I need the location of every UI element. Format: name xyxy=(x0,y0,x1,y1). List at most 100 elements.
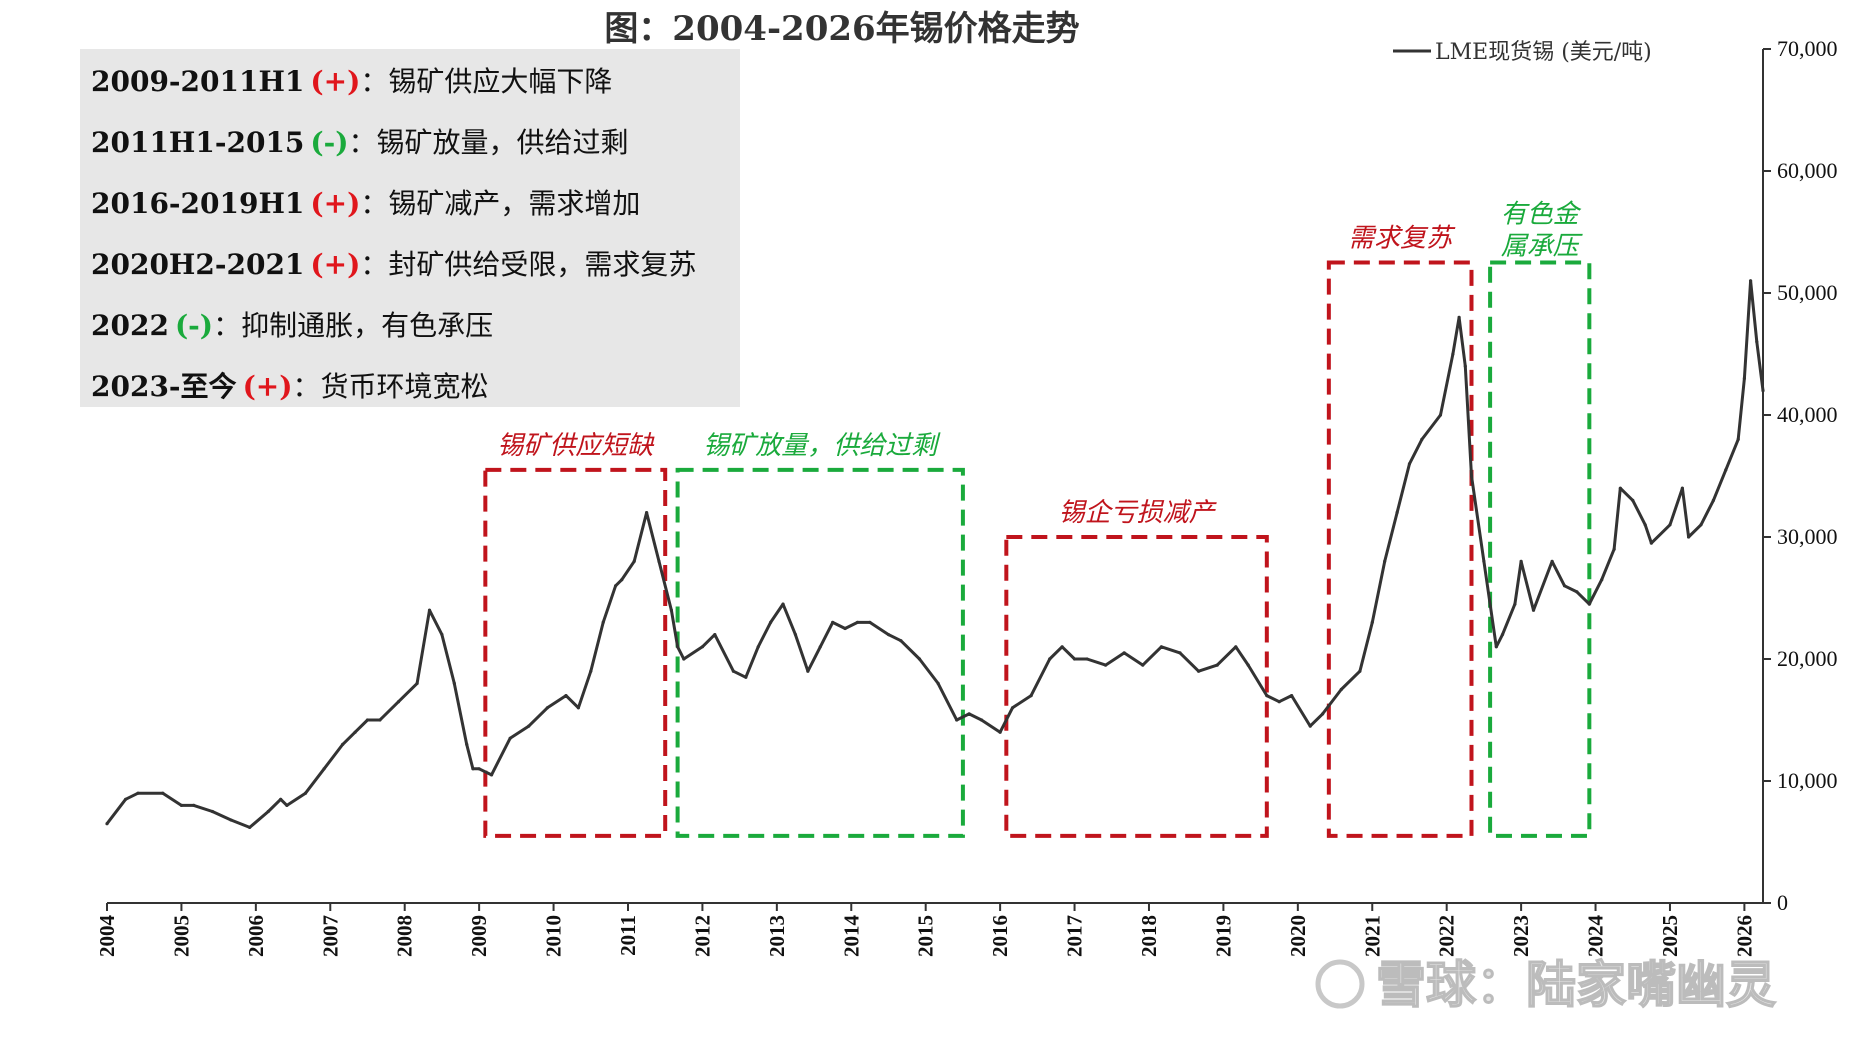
note-desc: ：锡矿减产，需求增加 xyxy=(360,187,640,220)
price-point xyxy=(1562,584,1567,588)
price-point xyxy=(1178,651,1182,655)
price-point xyxy=(657,559,661,564)
notes-background xyxy=(80,49,740,407)
annotation-box xyxy=(483,467,668,838)
price-point xyxy=(415,681,419,686)
price-point xyxy=(1358,669,1362,673)
price-point xyxy=(955,718,959,722)
price-point xyxy=(1550,559,1554,564)
x-tick-label: 2023 xyxy=(1509,915,1533,957)
price-point xyxy=(1420,437,1424,441)
price-point xyxy=(1736,437,1740,441)
price-point xyxy=(396,700,401,704)
price-point xyxy=(1196,669,1201,673)
price-point xyxy=(1643,523,1647,527)
price-point xyxy=(1748,279,1753,283)
annotation-box-label: 需求复苏 xyxy=(1348,224,1456,254)
chart-title: 图：2004-2026年锡价格走势 xyxy=(604,9,1079,49)
y-tick-label: 70,000 xyxy=(1777,36,1838,61)
price-point xyxy=(669,608,674,612)
price-point xyxy=(1724,468,1728,472)
price-point xyxy=(279,797,283,801)
x-tick-label: 2008 xyxy=(393,915,417,957)
x-tick-label: 2025 xyxy=(1658,915,1682,957)
note-sign: (+) xyxy=(243,370,293,403)
price-point xyxy=(179,803,184,808)
x-tick-label: 2016 xyxy=(988,915,1012,957)
price-point xyxy=(1463,364,1467,368)
price-point xyxy=(781,602,785,606)
price-point xyxy=(576,706,580,710)
y-tick-label: 50,000 xyxy=(1777,280,1838,305)
note-sign: (+) xyxy=(310,65,360,98)
note-period: 2022 xyxy=(91,309,169,342)
note-sign: (-) xyxy=(175,309,213,342)
annotation-box-label: 有色金 xyxy=(1501,200,1582,230)
price-point xyxy=(843,626,847,631)
price-point xyxy=(1587,602,1591,606)
price-point xyxy=(471,767,475,771)
annotation-box-label: 锡矿放量，供给过剩 xyxy=(703,431,941,461)
x-tick-label: 2004 xyxy=(95,915,119,958)
price-point xyxy=(192,803,196,808)
note-desc: ：抑制通胀，有色承压 xyxy=(213,309,493,342)
price-point xyxy=(248,825,252,829)
note-period: 2016-2019H1 xyxy=(91,187,304,220)
x-tick-label: 2010 xyxy=(542,915,566,957)
x-tick-label: 2020 xyxy=(1286,915,1310,957)
price-point xyxy=(886,633,891,637)
x-tick-label: 2011 xyxy=(616,915,640,956)
price-point xyxy=(632,559,636,564)
series-layer xyxy=(105,279,1765,829)
price-point xyxy=(1494,645,1498,649)
price-point xyxy=(1451,352,1455,356)
price-point xyxy=(868,620,872,625)
x-tick-label: 2007 xyxy=(318,915,342,957)
annotation-box-label: 锡企亏损减产 xyxy=(1059,498,1218,528)
price-point xyxy=(1029,694,1033,698)
price-point xyxy=(353,730,357,734)
price-point xyxy=(1215,663,1219,667)
price-point xyxy=(477,767,481,771)
annotation-box-label: 属承压 xyxy=(1501,232,1584,262)
price-point xyxy=(756,645,760,649)
price-point xyxy=(1612,547,1616,551)
annotation-box-label: 锡矿供应短缺 xyxy=(497,431,655,461)
price-point xyxy=(266,809,270,814)
price-point xyxy=(682,657,686,661)
price-point xyxy=(731,669,736,673)
price-point xyxy=(1711,498,1715,502)
price-point xyxy=(1048,657,1052,661)
price-point xyxy=(917,657,922,661)
price-point xyxy=(1513,602,1517,606)
price-point xyxy=(967,712,971,716)
price-point xyxy=(1575,590,1579,594)
price-point xyxy=(210,809,215,814)
price-point xyxy=(105,822,109,826)
y-tick-label: 10,000 xyxy=(1777,768,1838,793)
price-point xyxy=(161,791,165,795)
price-point xyxy=(713,633,717,637)
note-line: 2009-2011H1 (+)：锡矿供应大幅下降 xyxy=(91,65,612,98)
price-point xyxy=(1407,462,1412,466)
price-point xyxy=(1383,559,1387,564)
x-tick-label: 2015 xyxy=(914,915,938,957)
price-point xyxy=(818,645,822,649)
note-sign: (-) xyxy=(310,126,348,159)
note-desc: ：锡矿放量，供给过剩 xyxy=(349,126,629,159)
x-tick-label: 2009 xyxy=(467,915,491,957)
price-point xyxy=(700,645,705,649)
price-point xyxy=(1649,541,1653,545)
x-tick-label: 2022 xyxy=(1435,915,1459,957)
price-point xyxy=(899,639,903,643)
price-point xyxy=(1755,340,1759,344)
price-point xyxy=(1500,633,1505,637)
price-point xyxy=(1680,486,1684,490)
note-sign: (+) xyxy=(310,248,360,281)
price-point xyxy=(508,736,512,740)
price-point xyxy=(1085,657,1089,661)
annotation-box xyxy=(675,467,965,838)
price-point xyxy=(489,773,494,777)
